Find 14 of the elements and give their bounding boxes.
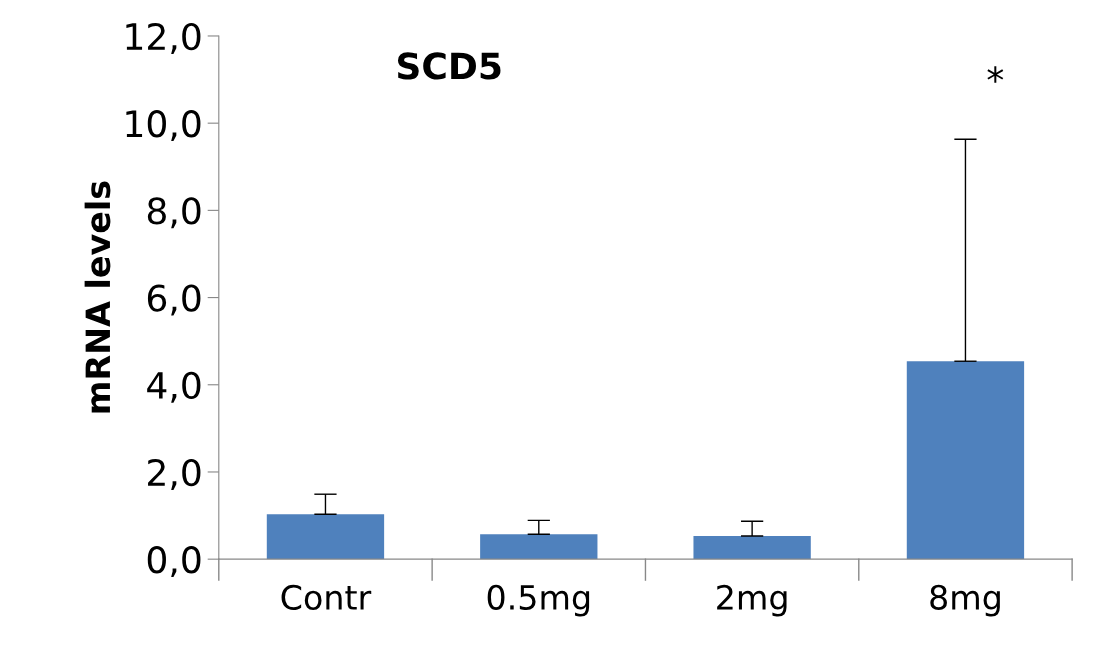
- x-tick-label: 0.5mg: [487, 584, 590, 617]
- x-tick-label: 2mg: [717, 584, 787, 617]
- y-tick-label: 8,0: [147, 197, 201, 229]
- chart-title: SCD5: [397, 52, 501, 80]
- x-tick-label: Contr: [281, 584, 372, 610]
- y-tick-label: 2,0: [148, 458, 201, 490]
- y-tick-label: 10,0: [126, 110, 201, 142]
- y-axis-title: mRNA levels: [84, 181, 111, 413]
- y-tick-label: 4,0: [147, 371, 201, 403]
- y-tick-label: 0,0: [147, 546, 201, 578]
- y-tick-label: 6,0: [147, 284, 201, 316]
- x-tick-label: 8mg: [930, 584, 1000, 617]
- annotation: *: [987, 66, 1004, 83]
- y-tick-label: 12,0: [126, 22, 201, 54]
